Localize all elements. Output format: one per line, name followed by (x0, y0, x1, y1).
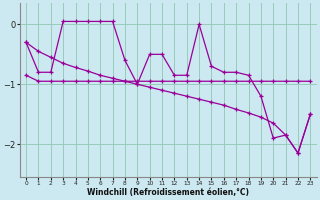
X-axis label: Windchill (Refroidissement éolien,°C): Windchill (Refroidissement éolien,°C) (87, 188, 249, 197)
